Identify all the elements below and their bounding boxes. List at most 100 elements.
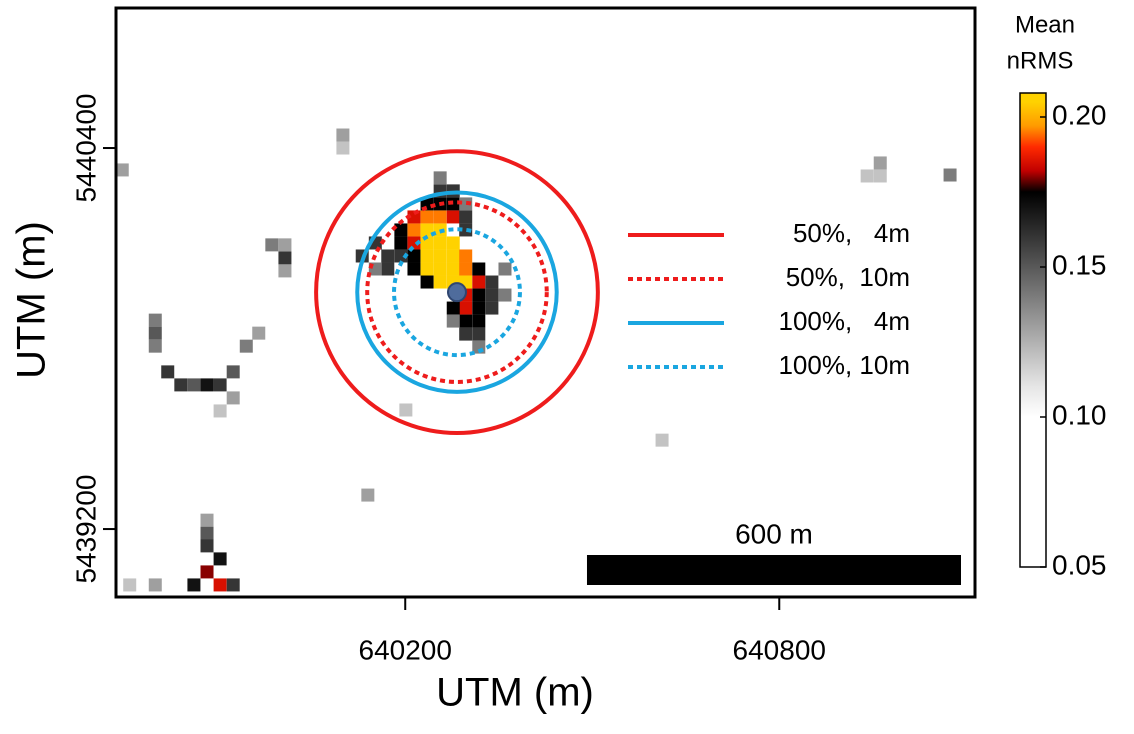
heatmap-cell <box>420 275 434 289</box>
heatmap-cell <box>407 262 421 276</box>
heatmap-cell <box>278 264 292 278</box>
heatmap-cell <box>148 339 162 353</box>
heatmap-cell <box>873 156 887 170</box>
heatmap-cell <box>226 365 240 379</box>
heatmap-cell <box>399 403 413 417</box>
heatmap-cell <box>381 249 395 263</box>
scale-bar-label: 600 m <box>735 518 813 549</box>
heatmap-cell <box>446 301 460 315</box>
heatmap-cell <box>213 578 227 592</box>
heatmap-cell <box>394 249 408 263</box>
colorbar-tick-label: 0.20 <box>1052 99 1107 130</box>
x-axis-label: UTM (m) <box>436 671 594 715</box>
heatmap-cell <box>498 288 512 302</box>
heatmap-cell <box>446 236 460 250</box>
heatmap-cell <box>116 163 129 177</box>
heatmap-cell <box>278 251 292 265</box>
heatmap-cell <box>200 378 214 392</box>
heatmap-cell <box>420 210 434 224</box>
heatmap-cell <box>420 262 434 276</box>
heatmap-cell <box>200 513 214 527</box>
heatmap-cell <box>459 314 473 328</box>
heatmap-cell <box>336 128 350 142</box>
buffer-circle <box>365 200 549 384</box>
heatmap-cell <box>200 565 214 579</box>
heatmap-cell <box>433 275 447 289</box>
heatmap-cell <box>394 236 408 250</box>
heatmap-cell <box>187 578 201 592</box>
heatmap-cell <box>148 326 162 340</box>
heatmap-cell <box>433 210 447 224</box>
heatmap-cell <box>148 313 162 327</box>
heatmap-cell <box>498 262 512 276</box>
colorbar-title: nRMS <box>1007 47 1074 74</box>
heatmap-cell <box>446 262 460 276</box>
x-tick-label: 640200 <box>359 634 452 665</box>
legend-label: 100%, 4m <box>778 306 910 336</box>
buffer-circle <box>392 227 522 358</box>
heatmap-cell <box>459 301 473 315</box>
heatmap-cell <box>873 169 887 183</box>
heatmap-cell <box>459 210 473 224</box>
heatmap-cell <box>860 169 874 183</box>
heatmap-cell <box>433 236 447 250</box>
colorbar-tick-label: 0.15 <box>1052 249 1107 280</box>
overlay: 50%, 4m 50%, 10m 100%, 4m 100%, 10m <box>314 149 910 436</box>
heatmap-cell <box>459 262 473 276</box>
heatmap-cell <box>213 404 227 418</box>
colorbar <box>1019 92 1047 568</box>
heatmap-cell <box>943 168 957 182</box>
heatmap-cell <box>123 578 137 592</box>
heatmap-cell <box>239 339 253 353</box>
heatmap-cell <box>187 378 201 392</box>
y-axis-label: UTM (m) <box>10 221 54 379</box>
heatmap-cell <box>407 236 421 250</box>
heatmap-cell <box>278 238 292 252</box>
heatmap-cell <box>459 327 473 341</box>
heatmap-cell <box>485 275 499 289</box>
x-tick-label: 640800 <box>733 634 826 665</box>
heatmap-cell <box>265 238 279 252</box>
colorbar-title: Mean <box>1015 11 1075 38</box>
heatmap-cell <box>472 275 486 289</box>
legend-label: 100%, 10m <box>778 350 910 380</box>
heatmap-cell <box>459 223 473 237</box>
heatmap-cell <box>381 262 395 276</box>
heatmap-cell <box>446 249 460 263</box>
heatmap-cell <box>446 210 460 224</box>
colorbar-tick-label: 0.05 <box>1052 549 1107 580</box>
buffer-circle <box>355 190 559 394</box>
heatmap-cell <box>213 378 227 392</box>
heatmap-cell <box>213 552 227 566</box>
scale-bar <box>586 555 961 585</box>
heatmap-cell <box>407 249 421 263</box>
heatmap-cell <box>459 249 473 263</box>
heatmap-cell <box>472 301 486 315</box>
legend-label: 50%, 10m <box>786 262 910 292</box>
heatmap-cell <box>485 301 499 315</box>
heatmap-cell <box>472 262 486 276</box>
heatmap-cell <box>655 433 669 447</box>
heatmap-cell <box>472 314 486 328</box>
buffer-circle <box>314 149 600 436</box>
y-tick-label: 5440400 <box>70 94 101 203</box>
heatmap-cell <box>420 236 434 250</box>
heatmap-cell <box>472 327 486 341</box>
heatmap-cell <box>161 365 175 379</box>
heatmap-cell <box>200 526 214 540</box>
heatmap-cell <box>361 488 375 502</box>
heatmap-cell <box>433 171 447 185</box>
heatmap-cell <box>472 288 486 302</box>
heatmap-cell <box>407 223 421 237</box>
center-point <box>446 282 467 303</box>
heatmap-cell <box>446 314 460 328</box>
heatmap-cell <box>200 539 214 553</box>
colorbar-tick-label: 0.10 <box>1052 399 1107 430</box>
legend-label: 50%, 4m <box>793 218 910 248</box>
plot-frame <box>114 6 977 599</box>
heatmap-cell <box>336 141 350 155</box>
heatmap-cell <box>252 326 266 340</box>
heatmap-cell <box>174 378 188 392</box>
heatmap-cell <box>420 249 434 263</box>
